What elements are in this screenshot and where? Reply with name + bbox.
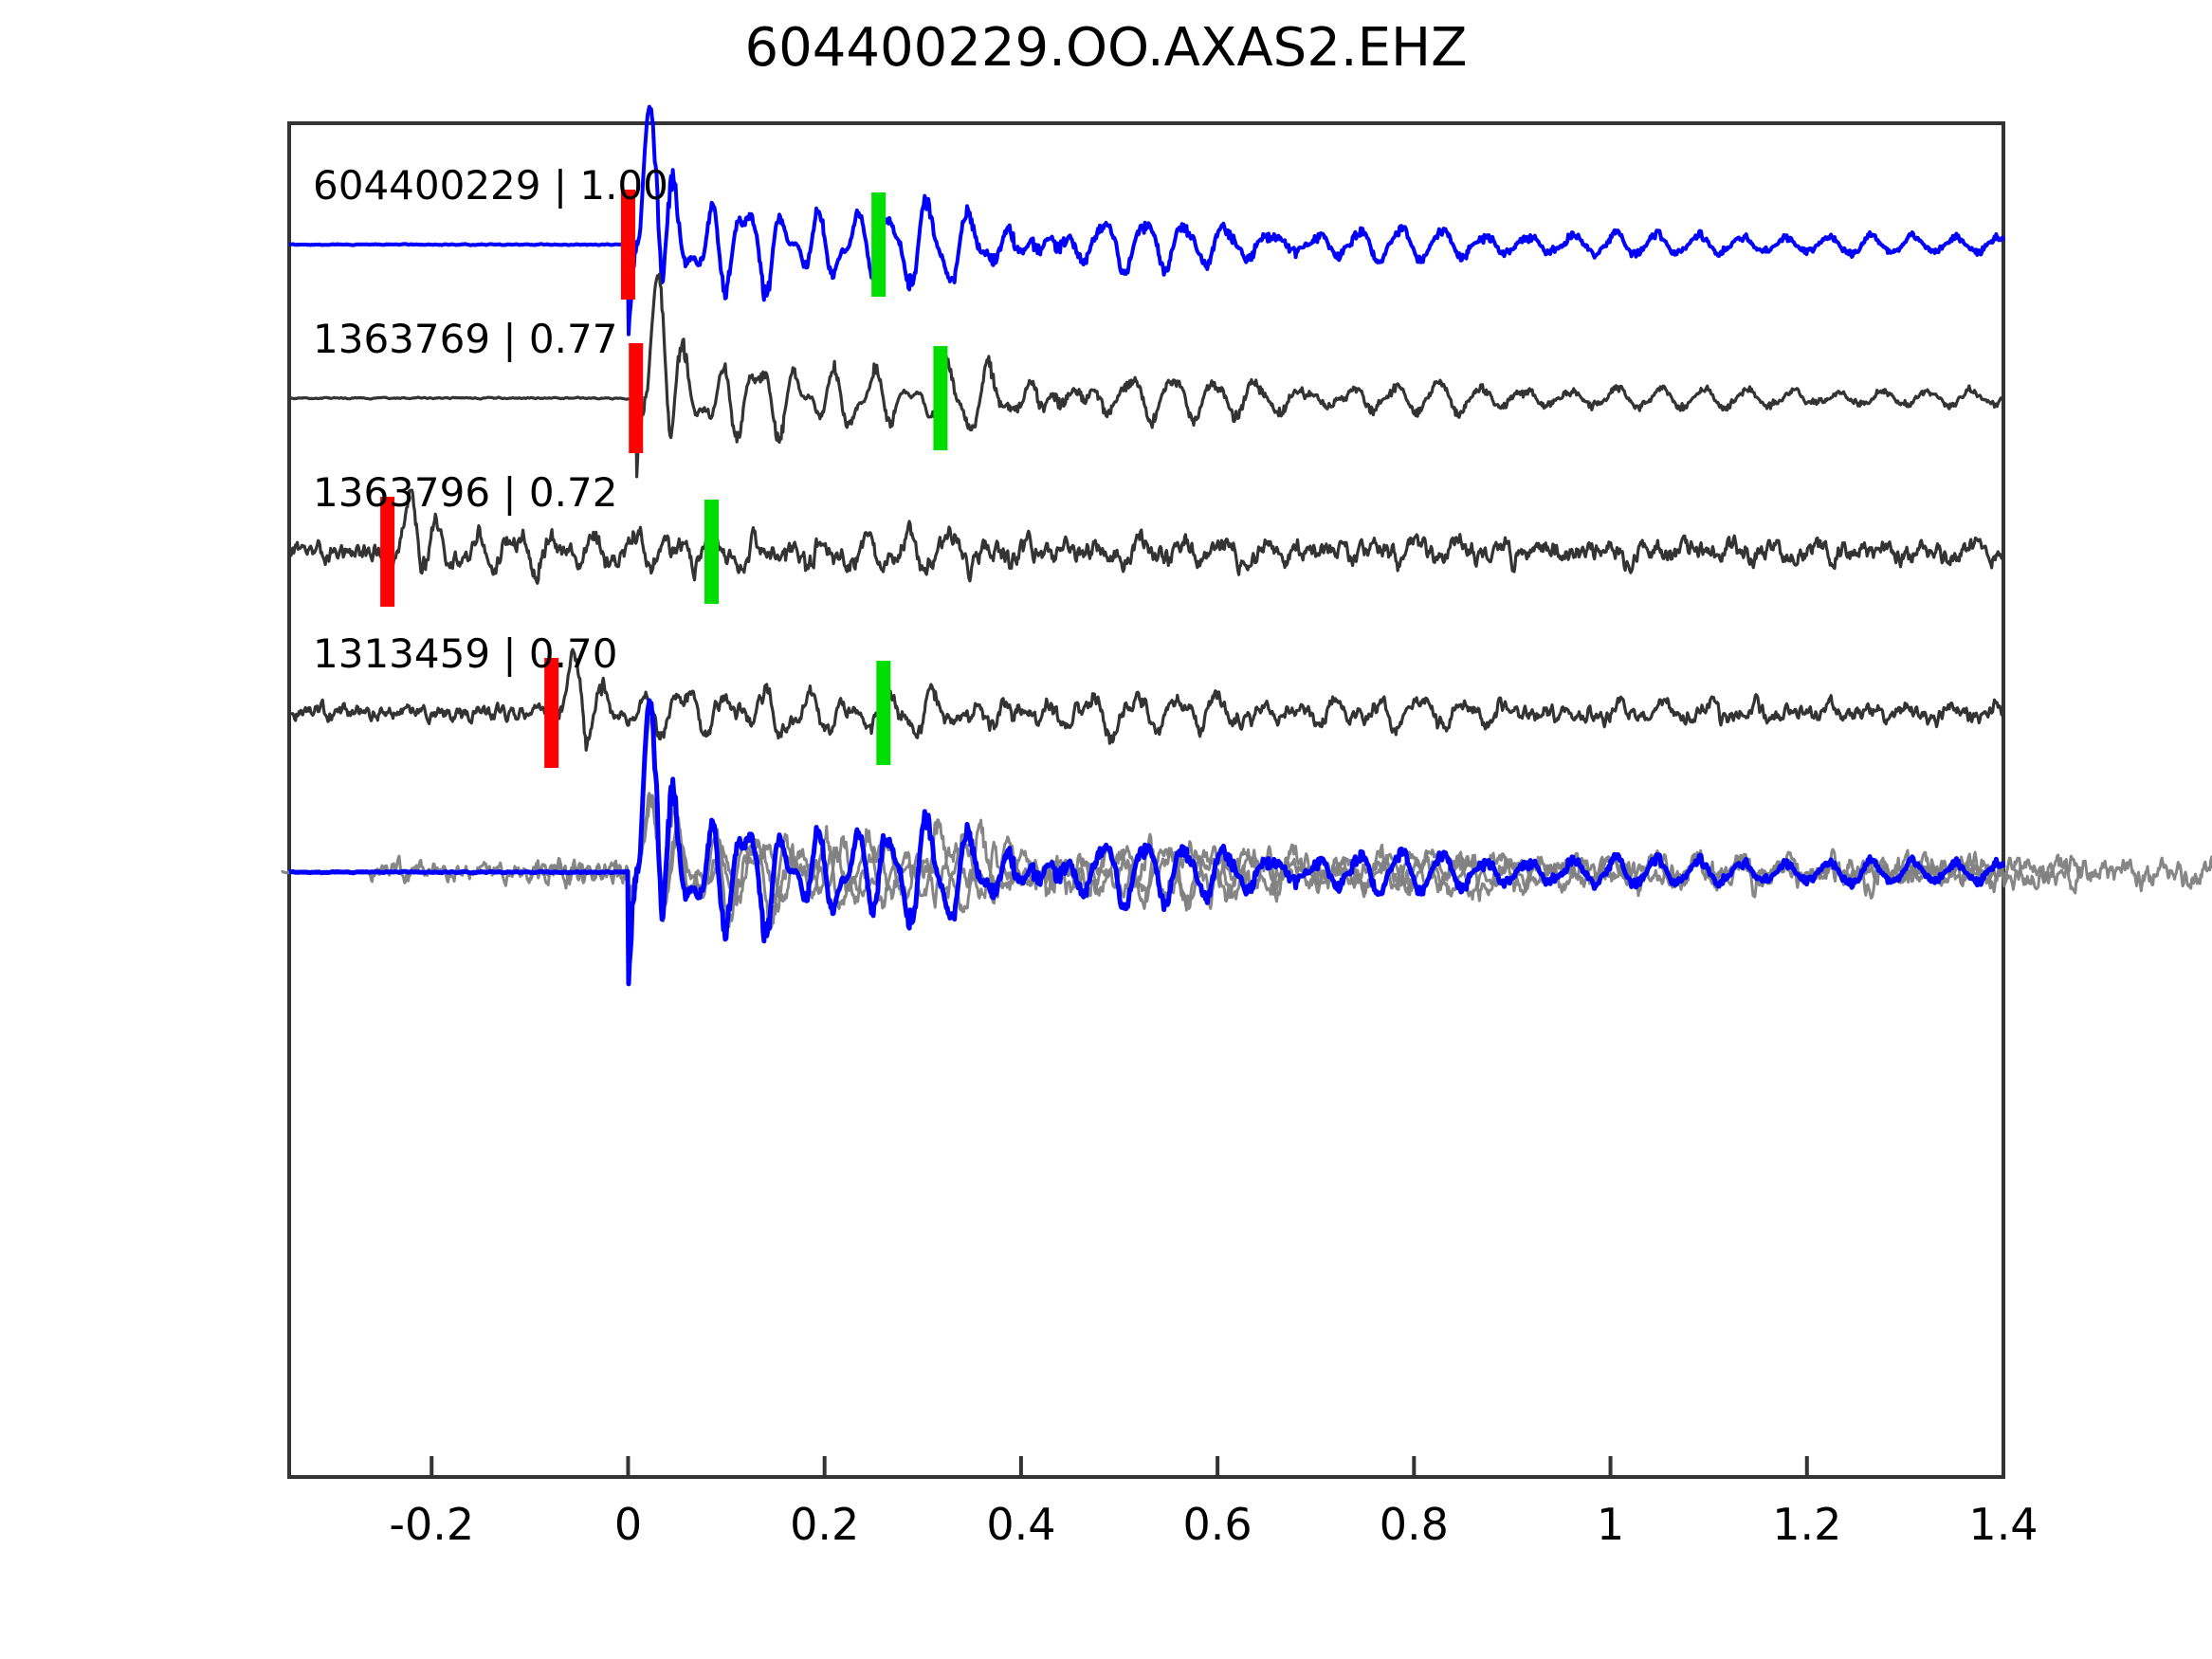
x-axis-tick-label: 0.8	[1380, 1499, 1449, 1550]
waveform-trace-1363769	[288, 272, 2004, 479]
x-axis-tick-label: 0.6	[1183, 1499, 1252, 1550]
waveform-trace-1363796	[287, 488, 2005, 593]
overlay-trace-1363796	[528, 793, 2212, 923]
trace-label-1363769: 1363769 | 0.77	[313, 316, 617, 362]
trace-label-604400229: 604400229 | 1.00	[313, 162, 668, 209]
overlay-trace-1313459	[365, 792, 2082, 921]
waveform-trace-604400229	[288, 104, 2005, 337]
x-axis-tick-label: 1.2	[1772, 1499, 1841, 1550]
trace-row-604400229: 604400229 | 1.00	[288, 104, 2005, 337]
x-axis-tick-label: 1	[1597, 1499, 1624, 1550]
x-axis-tick-label: 0	[614, 1499, 642, 1550]
overlay-trace-604400229	[287, 698, 2006, 987]
trace-row-1313459: 1313459 | 0.70	[288, 630, 2005, 768]
overlay-panel	[281, 698, 2212, 987]
plot-frame	[287, 121, 2005, 1479]
page-title: 604400229.OO.AXAS2.EHZ	[744, 17, 1468, 79]
x-axis-tick-label: 1.4	[1968, 1499, 2038, 1550]
x-axis-tick-label: 0.4	[986, 1499, 1055, 1550]
trace-label-1313459: 1313459 | 0.70	[313, 630, 617, 677]
trace-label-1363796: 1363796 | 0.72	[313, 469, 617, 516]
trace-row-1363769: 1363769 | 0.77	[288, 272, 2004, 479]
x-axis-tick-label: -0.2	[389, 1499, 474, 1550]
trace-row-1363796: 1363796 | 0.72	[287, 469, 2005, 607]
waveform-trace-1313459	[288, 647, 2005, 752]
x-axis-tick-label: 0.2	[790, 1499, 859, 1550]
